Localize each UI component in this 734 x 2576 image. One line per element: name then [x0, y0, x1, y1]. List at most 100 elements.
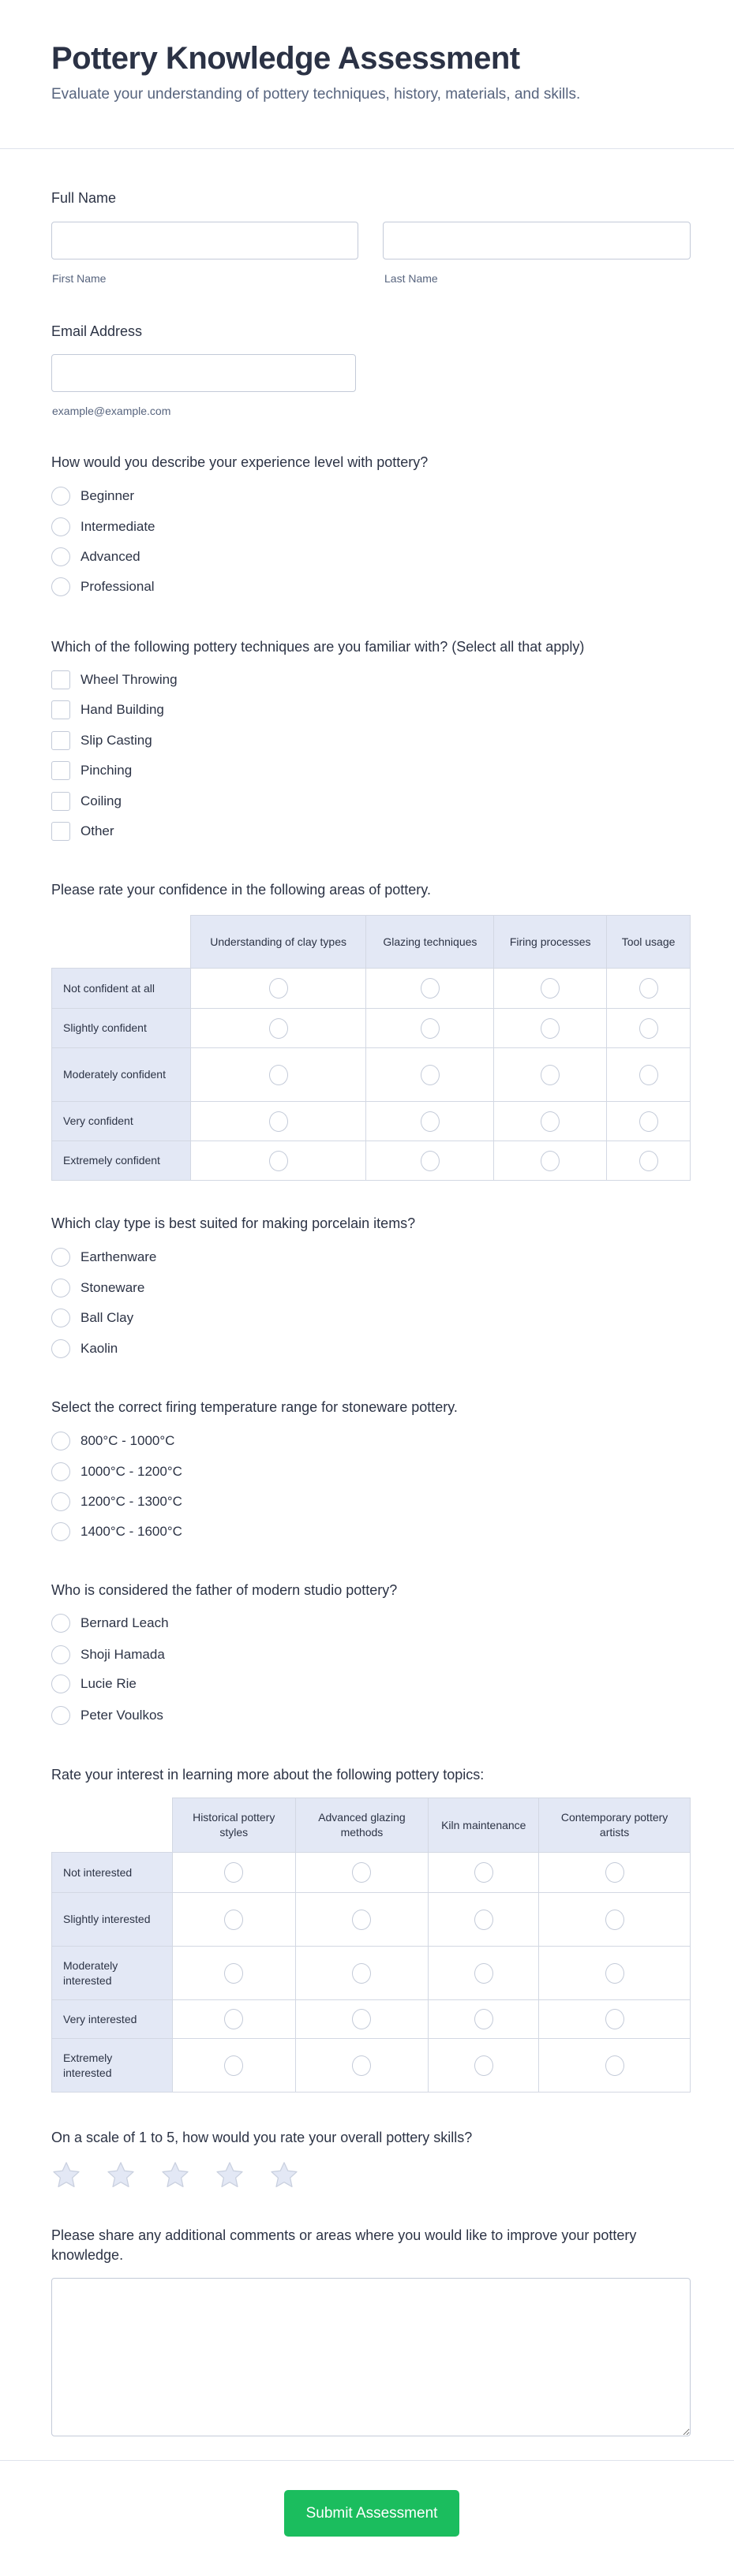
option-label: Lucie Rie — [81, 1676, 137, 1691]
radio-button[interactable] — [352, 1909, 372, 1930]
radio-button[interactable] — [268, 1064, 288, 1085]
matrix-cell — [538, 2038, 691, 2093]
radio-button[interactable] — [474, 1862, 493, 1883]
radio-button[interactable] — [352, 1962, 372, 1984]
radio-button[interactable] — [51, 1339, 70, 1358]
firing-option[interactable]: 1000°C - 1200°C — [51, 1462, 182, 1482]
radio-button[interactable] — [639, 1064, 658, 1085]
radio-button[interactable] — [268, 1111, 288, 1132]
radio-button[interactable] — [541, 978, 560, 999]
radio-button[interactable] — [51, 1674, 70, 1693]
matrix-cell — [189, 1008, 367, 1048]
techniques-option[interactable]: Coiling — [51, 791, 122, 812]
radio-button[interactable] — [605, 1909, 624, 1930]
email-input[interactable] — [51, 354, 356, 392]
radio-button[interactable] — [51, 1279, 70, 1297]
clay-option[interactable]: Kaolin — [51, 1338, 118, 1359]
radio-button[interactable] — [51, 577, 70, 596]
checkbox[interactable] — [51, 700, 70, 719]
matrix-cell — [171, 1999, 296, 2039]
radio-button[interactable] — [51, 1706, 70, 1725]
radio-button[interactable] — [224, 2055, 244, 2076]
radio-button[interactable] — [639, 1111, 658, 1132]
radio-button[interactable] — [352, 1862, 372, 1883]
radio-button[interactable] — [639, 1017, 658, 1039]
techniques-option[interactable]: Slip Casting — [51, 730, 152, 751]
first-name-input[interactable] — [51, 222, 358, 259]
father-option[interactable]: Bernard Leach — [51, 1613, 169, 1633]
experience-option[interactable]: Professional — [51, 577, 155, 597]
radio-button[interactable] — [541, 1017, 560, 1039]
radio-button[interactable] — [224, 2009, 244, 2029]
techniques-option[interactable]: Pinching — [51, 760, 132, 781]
radio-button[interactable] — [420, 1111, 440, 1132]
radio-button[interactable] — [420, 1150, 440, 1171]
checkbox[interactable] — [51, 670, 70, 689]
radio-button[interactable] — [420, 978, 440, 999]
radio-button[interactable] — [51, 1645, 70, 1664]
radio-button[interactable] — [51, 547, 70, 566]
radio-button[interactable] — [474, 2009, 493, 2029]
radio-button[interactable] — [51, 1614, 70, 1633]
radio-button[interactable] — [268, 978, 288, 999]
clay-option[interactable]: Stoneware — [51, 1278, 144, 1298]
radio-button[interactable] — [224, 1862, 244, 1883]
star-icon[interactable] — [106, 2160, 136, 2190]
radio-button[interactable] — [474, 2055, 493, 2076]
radio-button[interactable] — [541, 1111, 560, 1132]
techniques-option[interactable]: Hand Building — [51, 700, 164, 720]
radio-button[interactable] — [605, 2009, 624, 2029]
radio-button[interactable] — [605, 1862, 624, 1883]
firing-option[interactable]: 1400°C - 1600°C — [51, 1521, 182, 1542]
radio-button[interactable] — [51, 1432, 70, 1450]
radio-button[interactable] — [541, 1064, 560, 1085]
experience-option[interactable]: Intermediate — [51, 517, 155, 537]
experience-option[interactable]: Beginner — [51, 486, 134, 506]
comments-textarea[interactable] — [51, 2278, 691, 2436]
option-label: Pinching — [81, 763, 133, 778]
firing-option[interactable]: 1200°C - 1300°C — [51, 1491, 182, 1512]
option-label: Stoneware — [81, 1280, 145, 1295]
radio-button[interactable] — [51, 1492, 70, 1511]
clay-option[interactable]: Earthenware — [51, 1247, 156, 1267]
star-icon[interactable] — [160, 2160, 190, 2190]
star-icon[interactable] — [215, 2160, 245, 2190]
radio-button[interactable] — [51, 1309, 70, 1327]
submit-button[interactable]: Submit Assessment — [284, 2490, 459, 2537]
checkbox[interactable] — [51, 822, 70, 841]
radio-button[interactable] — [541, 1150, 560, 1171]
radio-button[interactable] — [352, 2009, 372, 2029]
radio-button[interactable] — [224, 1962, 244, 1984]
star-icon[interactable] — [269, 2160, 299, 2190]
firing-option[interactable]: 800°C - 1000°C — [51, 1431, 174, 1451]
checkbox[interactable] — [51, 761, 70, 780]
radio-button[interactable] — [224, 1909, 244, 1930]
radio-button[interactable] — [420, 1064, 440, 1085]
radio-button[interactable] — [639, 1150, 658, 1171]
last-name-input[interactable] — [383, 222, 691, 259]
radio-button[interactable] — [51, 1462, 70, 1481]
radio-button[interactable] — [268, 1150, 288, 1171]
radio-button[interactable] — [51, 1522, 70, 1541]
checkbox[interactable] — [51, 731, 70, 750]
radio-button[interactable] — [51, 517, 70, 536]
radio-button[interactable] — [268, 1017, 288, 1039]
radio-button[interactable] — [474, 1962, 493, 1984]
techniques-option[interactable]: Other — [51, 821, 114, 842]
radio-button[interactable] — [639, 978, 658, 999]
radio-button[interactable] — [51, 1248, 70, 1267]
clay-option[interactable]: Ball Clay — [51, 1308, 133, 1328]
experience-option[interactable]: Advanced — [51, 547, 140, 567]
radio-button[interactable] — [420, 1017, 440, 1039]
star-icon[interactable] — [51, 2160, 81, 2190]
radio-button[interactable] — [474, 1909, 493, 1930]
radio-button[interactable] — [605, 1962, 624, 1984]
father-option[interactable]: Shoji Hamada — [51, 1645, 165, 1665]
checkbox[interactable] — [51, 792, 70, 811]
radio-button[interactable] — [605, 2055, 624, 2076]
techniques-option[interactable]: Wheel Throwing — [51, 670, 178, 690]
radio-button[interactable] — [51, 487, 70, 506]
radio-button[interactable] — [352, 2055, 372, 2076]
father-option[interactable]: Peter Voulkos — [51, 1705, 163, 1726]
father-option[interactable]: Lucie Rie — [51, 1674, 137, 1694]
